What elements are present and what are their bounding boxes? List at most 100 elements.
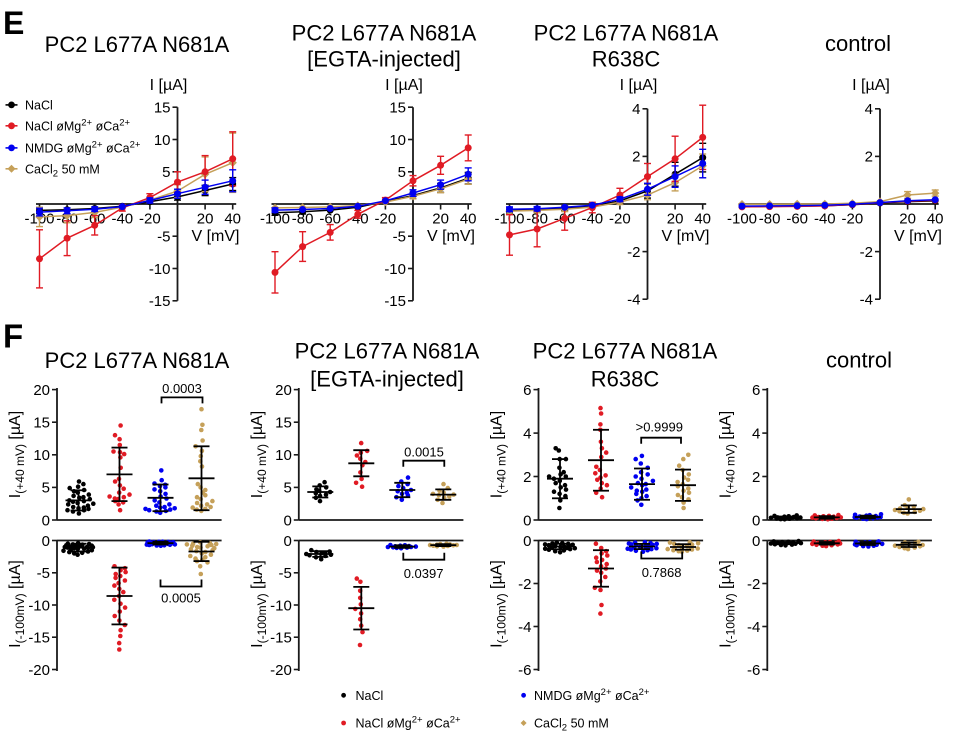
- svg-text:4: 4: [752, 425, 760, 442]
- svg-text:-15: -15: [28, 630, 50, 647]
- svg-text:10: 10: [154, 132, 171, 149]
- svg-text:0: 0: [523, 533, 531, 550]
- svg-text:NMDG øMg2+ øCa2+: NMDG øMg2+ øCa2+: [534, 687, 650, 703]
- svg-text:20: 20: [275, 382, 292, 399]
- svg-text:0.0003: 0.0003: [162, 381, 202, 396]
- svg-text:2: 2: [865, 149, 873, 166]
- svg-text:15: 15: [154, 100, 171, 117]
- svg-text:0.7868: 0.7868: [642, 565, 682, 580]
- svg-text:I(+40 mV) [µA]: I(+40 mV) [µA]: [7, 411, 27, 498]
- svg-text:4: 4: [523, 425, 531, 442]
- svg-text:-20: -20: [28, 662, 50, 679]
- svg-text:6: 6: [523, 382, 531, 399]
- svg-text:-4: -4: [518, 619, 531, 636]
- svg-text:V [mV]: V [mV]: [894, 228, 942, 245]
- svg-text:-20: -20: [139, 211, 161, 228]
- svg-text:5: 5: [283, 480, 291, 497]
- svg-text:6: 6: [752, 382, 760, 399]
- svg-text:-60: -60: [786, 211, 808, 228]
- svg-text:-15: -15: [384, 293, 406, 310]
- svg-text:0.0397: 0.0397: [404, 566, 444, 581]
- svg-text:PC2 L677A N681A: PC2 L677A N681A: [534, 21, 719, 46]
- svg-text:20: 20: [33, 382, 50, 399]
- svg-text:-5: -5: [393, 229, 406, 246]
- svg-text:2: 2: [523, 469, 531, 486]
- svg-text:-20: -20: [270, 662, 292, 679]
- svg-text:PC2 L677A N681A: PC2 L677A N681A: [292, 21, 477, 46]
- svg-text:40: 40: [927, 211, 944, 228]
- svg-text:[EGTA-injected]: [EGTA-injected]: [307, 47, 461, 72]
- svg-text:0: 0: [752, 533, 760, 550]
- svg-text:NaCl: NaCl: [25, 99, 53, 113]
- svg-text:-15: -15: [270, 630, 292, 647]
- svg-text:-4: -4: [860, 292, 873, 309]
- svg-text:20: 20: [197, 211, 214, 228]
- svg-text:4: 4: [632, 101, 640, 118]
- svg-text:5: 5: [398, 164, 406, 181]
- svg-text:15: 15: [275, 415, 292, 432]
- svg-text:PC2 L677A N681A: PC2 L677A N681A: [45, 348, 230, 373]
- svg-text:I [µA]: I [µA]: [150, 77, 188, 94]
- svg-text:-40: -40: [814, 211, 836, 228]
- svg-text:-4: -4: [627, 292, 640, 309]
- svg-text:-10: -10: [28, 597, 50, 614]
- svg-text:0: 0: [42, 512, 50, 529]
- svg-text:-20: -20: [842, 211, 864, 228]
- svg-text:20: 20: [899, 211, 916, 228]
- svg-text:-40: -40: [111, 211, 133, 228]
- svg-text:10: 10: [275, 447, 292, 464]
- svg-text:-6: -6: [747, 662, 760, 679]
- svg-text:15: 15: [389, 100, 406, 117]
- svg-text:20: 20: [432, 211, 449, 228]
- svg-text:-10: -10: [270, 597, 292, 614]
- svg-text:PC2 L677A N681A: PC2 L677A N681A: [295, 339, 480, 364]
- svg-text:0: 0: [42, 533, 50, 550]
- svg-text:40: 40: [460, 211, 477, 228]
- svg-text:0: 0: [283, 512, 291, 529]
- svg-text:40: 40: [224, 211, 241, 228]
- svg-text:-5: -5: [157, 229, 170, 246]
- svg-text:I(-100mV) [µA]: I(-100mV) [µA]: [249, 560, 269, 648]
- svg-text:5: 5: [162, 164, 170, 181]
- svg-text:-2: -2: [860, 244, 873, 261]
- svg-text:-40: -40: [347, 211, 369, 228]
- svg-text:-5: -5: [37, 565, 50, 582]
- svg-text:I(-100mV) [µA]: I(-100mV) [µA]: [7, 560, 27, 648]
- svg-text:0.0005: 0.0005: [161, 591, 201, 606]
- svg-text:NaCl øMg2+ øCa2+: NaCl øMg2+ øCa2+: [356, 715, 461, 731]
- svg-text:I [µA]: I [µA]: [852, 77, 890, 94]
- svg-text:V [mV]: V [mV]: [191, 228, 239, 245]
- svg-text:V [mV]: V [mV]: [427, 228, 475, 245]
- svg-text:V [mV]: V [mV]: [661, 228, 709, 245]
- svg-text:15: 15: [33, 415, 50, 432]
- svg-text:-100: -100: [727, 211, 757, 228]
- svg-text:CaCl2 50 mM: CaCl2 50 mM: [25, 162, 100, 179]
- svg-text:-100: -100: [260, 211, 290, 228]
- svg-text:R638C: R638C: [591, 367, 660, 392]
- svg-text:-2: -2: [627, 244, 640, 261]
- svg-text:control: control: [825, 31, 891, 56]
- svg-text:-80: -80: [292, 211, 314, 228]
- svg-text:NaCl øMg2+ øCa2+: NaCl øMg2+ øCa2+: [25, 117, 130, 133]
- svg-text:0.0015: 0.0015: [404, 445, 444, 460]
- svg-text:40: 40: [694, 211, 711, 228]
- svg-text:-2: -2: [747, 576, 760, 593]
- svg-text:-60: -60: [319, 211, 341, 228]
- svg-text:NMDG øMg2+ øCa2+: NMDG øMg2+ øCa2+: [25, 140, 141, 156]
- svg-text:-10: -10: [149, 261, 171, 278]
- svg-text:-80: -80: [759, 211, 781, 228]
- svg-text:I [µA]: I [µA]: [620, 77, 658, 94]
- svg-text:0: 0: [752, 512, 760, 529]
- svg-text:I [µA]: I [µA]: [385, 77, 423, 94]
- svg-text:4: 4: [865, 101, 873, 118]
- svg-text:0: 0: [523, 512, 531, 529]
- svg-text:-4: -4: [747, 619, 760, 636]
- svg-text:E: E: [3, 5, 24, 41]
- svg-text:control: control: [826, 348, 892, 373]
- svg-text:[EGTA-injected]: [EGTA-injected]: [310, 367, 464, 392]
- svg-text:20: 20: [667, 211, 684, 228]
- svg-text:10: 10: [33, 447, 50, 464]
- svg-text:-20: -20: [375, 211, 397, 228]
- svg-text:>0.9999: >0.9999: [636, 420, 683, 435]
- svg-text:-2: -2: [518, 576, 531, 593]
